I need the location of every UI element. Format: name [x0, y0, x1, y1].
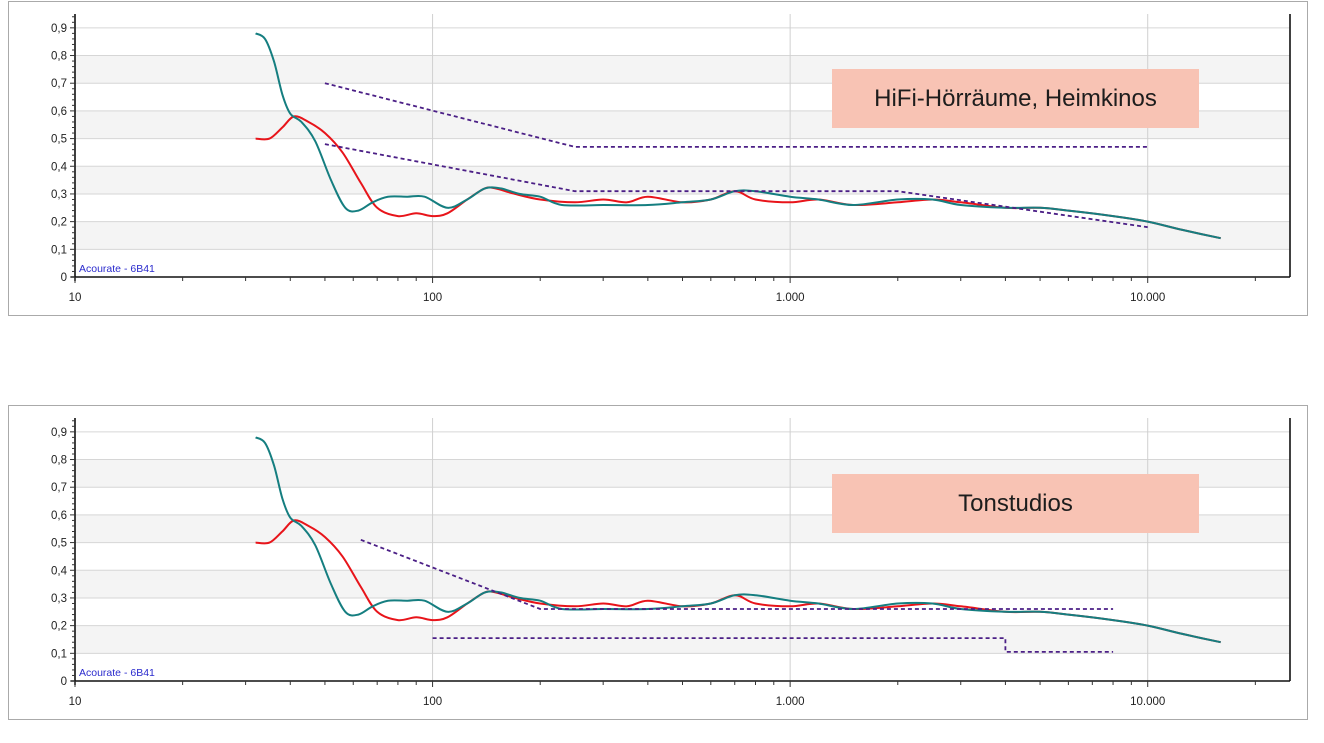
y-tick-label: 0,8: [51, 455, 67, 467]
tonstudios-tolerance-line-2: [360, 538, 1114, 610]
x-tick-label: 10: [69, 696, 82, 708]
chart-hifi: 0 0,1 0,2 0,3 0,4 0,5 0,6 0,7 0,8 0,9 10 100 1.000 10…: [0, 0, 1324, 330]
tonstudios-series-teal: [255, 436, 1221, 644]
watermark-text: Acourate - 6B41: [79, 263, 155, 275]
chart-hifi-label: HiFi-Hörräume, Heimkinos: [874, 84, 1157, 112]
y-tick-label: 0,6: [51, 510, 67, 522]
x-tick-label: 1.000: [776, 292, 805, 304]
x-tick-label: 100: [423, 292, 442, 304]
y-tick-label: 0: [61, 676, 67, 688]
chart-tonstudios-svg: 0 0,1 0,2 0,3 0,4 0,5 0,6 0,7 0,8 0,9 10 100 1.000 10…: [8, 405, 1308, 720]
chart-tonstudios: 0 0,1 0,2 0,3 0,4 0,5 0,6 0,7 0,8 0,9 10 100 1.000 10…: [0, 404, 1324, 734]
y-tick-label: 0,1: [51, 244, 67, 256]
band: [75, 625, 1290, 654]
bands: [75, 459, 1290, 654]
x-tick-label: 100: [423, 696, 442, 708]
chart-hifi-svg: 0 0,1 0,2 0,3 0,4 0,5 0,6 0,7 0,8 0,9 10 100 1.000 10…: [8, 1, 1308, 316]
y-tick-label: 0,7: [51, 482, 67, 494]
y-tick-label: 0,5: [51, 134, 67, 146]
hifi-series-teal: [255, 32, 1221, 240]
bands: [75, 55, 1290, 250]
band: [75, 570, 1290, 598]
y-tick-label: 0,4: [51, 161, 68, 173]
chart-tonstudios-label: Tonstudios: [958, 489, 1073, 517]
y-tick-label: 0,2: [51, 217, 67, 229]
y-tick-label: 0,1: [51, 648, 67, 660]
y-tick-label: 0: [61, 272, 67, 284]
hifi-tolerance-line-3: [324, 143, 1148, 229]
y-tick-label: 0,3: [51, 189, 67, 201]
hifi-tolerance-line-2: [324, 82, 1148, 148]
chart-hifi-label-box: HiFi-Hörräume, Heimkinos: [832, 69, 1199, 128]
y-tick-label: 0,6: [51, 106, 67, 118]
y-tick-label: 0,9: [51, 427, 67, 439]
band: [75, 221, 1290, 250]
x-tick-label: 10: [69, 292, 82, 304]
y-tick-label: 0,4: [51, 565, 68, 577]
y-tick-label: 0,2: [51, 621, 67, 633]
y-tick-label: 0,9: [51, 23, 67, 35]
chart-tonstudios-label-box: Tonstudios: [832, 474, 1199, 533]
tonstudios-tolerance-line-3: [432, 637, 1114, 653]
y-tick-label: 0,7: [51, 78, 67, 90]
y-tick-label: 0,3: [51, 593, 67, 605]
y-tick-label: 0,5: [51, 538, 67, 550]
x-tick-label: 10.000: [1130, 696, 1165, 708]
x-tick-label: 1.000: [776, 696, 805, 708]
y-tick-label: 0,8: [51, 51, 67, 63]
band: [75, 166, 1290, 194]
watermark-text: Acourate - 6B41: [79, 667, 155, 679]
x-tick-label: 10.000: [1130, 292, 1165, 304]
